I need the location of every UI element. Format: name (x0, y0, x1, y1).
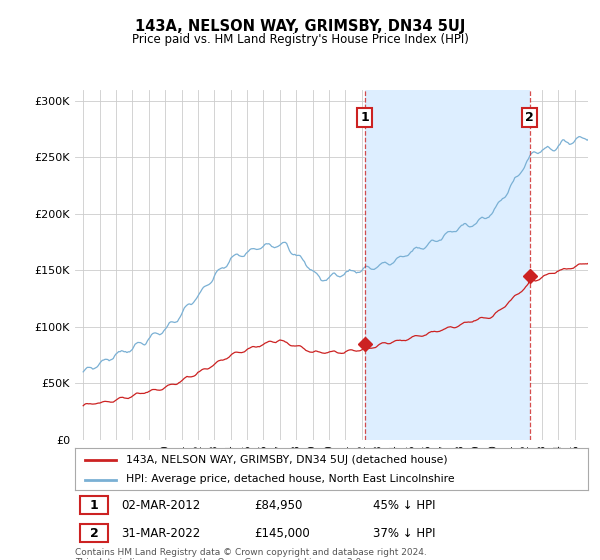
Text: 31-MAR-2022: 31-MAR-2022 (121, 527, 200, 540)
Text: 143A, NELSON WAY, GRIMSBY, DN34 5UJ (detached house): 143A, NELSON WAY, GRIMSBY, DN34 5UJ (det… (127, 455, 448, 465)
Text: 45% ↓ HPI: 45% ↓ HPI (373, 498, 435, 511)
Text: £84,950: £84,950 (254, 498, 303, 511)
Bar (365, 90, 530, 440)
Text: Price paid vs. HM Land Registry's House Price Index (HPI): Price paid vs. HM Land Registry's House … (131, 32, 469, 46)
Text: Contains HM Land Registry data © Crown copyright and database right 2024.
This d: Contains HM Land Registry data © Crown c… (75, 548, 427, 560)
Text: 2: 2 (90, 527, 98, 540)
Text: 1: 1 (90, 498, 98, 511)
Text: 37% ↓ HPI: 37% ↓ HPI (373, 527, 435, 540)
Text: HPI: Average price, detached house, North East Lincolnshire: HPI: Average price, detached house, Nort… (127, 474, 455, 484)
Bar (80, 496, 109, 514)
Text: 1: 1 (360, 111, 369, 124)
Text: 2: 2 (526, 111, 534, 124)
Bar (80, 524, 109, 542)
Text: 143A, NELSON WAY, GRIMSBY, DN34 5UJ: 143A, NELSON WAY, GRIMSBY, DN34 5UJ (135, 20, 465, 34)
Text: 02-MAR-2012: 02-MAR-2012 (121, 498, 200, 511)
Text: £145,000: £145,000 (254, 527, 310, 540)
